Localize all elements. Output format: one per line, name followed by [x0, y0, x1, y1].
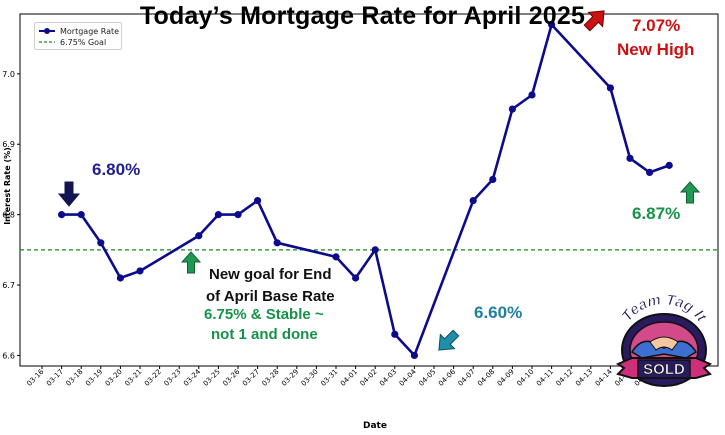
x-tick-label: 03-29 — [280, 368, 300, 388]
x-tick-label: 04-07 — [457, 368, 477, 388]
x-tick-label: 04-03 — [378, 368, 398, 388]
legend-goal-swatch — [39, 37, 55, 47]
data-point — [489, 175, 497, 184]
y-tick-label: 6.6 — [2, 351, 15, 360]
data-point — [352, 274, 360, 282]
high-rate-annotation: 7.07% — [632, 16, 681, 35]
x-tick-label: 04-06 — [437, 367, 457, 387]
y-tick-label: 6.8 — [2, 211, 15, 220]
data-point — [410, 351, 418, 360]
x-tick-label: 04-04 — [398, 367, 418, 387]
data-point — [508, 105, 516, 113]
arrow-red-icon — [583, 10, 605, 32]
stable-note-line1: 6.75% & Stable ~ — [204, 306, 324, 323]
legend-series-label: Mortgage Rate — [60, 26, 120, 36]
data-point — [58, 211, 66, 219]
x-tick-label: 03-24 — [182, 367, 202, 387]
goal-note-line2: of April Base Rate — [206, 288, 335, 305]
x-tick-label: 03-21 — [123, 368, 143, 388]
data-point — [116, 274, 124, 282]
legend-item-goal: 6.75% Goal — [39, 37, 106, 47]
data-point — [136, 267, 144, 275]
x-tick-label: 03-18 — [65, 368, 85, 388]
new-high-annotation: New High — [617, 40, 695, 59]
data-point — [273, 239, 281, 247]
x-tick-label: 03-20 — [104, 368, 124, 388]
data-point — [195, 232, 203, 240]
y-tick-label: 7.0 — [2, 70, 15, 79]
x-tick-label: 04-08 — [476, 368, 496, 388]
x-tick-label: 03-26 — [221, 367, 241, 387]
x-tick-label: 03-16 — [25, 367, 45, 387]
x-tick-label: 04-01 — [339, 368, 359, 388]
start-rate-annotation: 6.80% — [92, 160, 141, 179]
data-point — [626, 154, 634, 162]
x-tick-label: 03-27 — [241, 368, 261, 388]
data-point — [528, 91, 536, 99]
y-axis-ticks: 6.6 6.7 6.8 6.9 7.0 — [2, 70, 20, 360]
team-tag-it-sold-logo: SOLD Team Tag It — [612, 291, 716, 392]
data-point — [665, 161, 673, 169]
x-tick-label: 03-30 — [300, 368, 320, 388]
x-tick-label: 04-13 — [574, 368, 594, 388]
data-point — [606, 84, 615, 92]
y-tick-label: 6.9 — [2, 140, 15, 149]
badge-sold-text: SOLD — [643, 361, 685, 378]
x-tick-label: 04-10 — [515, 368, 535, 388]
data-point — [214, 211, 222, 219]
legend-series-swatch — [39, 26, 55, 36]
y-axis-label: Interest Rate (%) — [3, 147, 12, 225]
x-tick-label: 03-31 — [319, 368, 339, 388]
data-point — [548, 20, 556, 29]
x-tick-label: 03-19 — [84, 368, 104, 388]
x-axis-label: Date — [363, 421, 387, 431]
x-tick-label: 03-25 — [202, 368, 222, 388]
arrow-up-icon — [679, 181, 701, 204]
low-rate-annotation: 6.60% — [474, 303, 523, 322]
x-tick-label: 04-12 — [555, 368, 575, 388]
plot-border — [19, 13, 719, 367]
legend-goal-label: 6.75% Goal — [60, 37, 107, 47]
x-tick-label: 03-17 — [45, 368, 65, 388]
y-tick-label: 6.7 — [2, 281, 15, 290]
arrow-up-icon — [180, 251, 202, 274]
x-tick-label: 03-22 — [143, 368, 163, 388]
series-layer — [58, 20, 673, 360]
data-point — [77, 211, 85, 219]
x-tick-label: 04-05 — [417, 368, 437, 388]
x-tick-label: 04-09 — [496, 368, 516, 388]
data-point — [234, 211, 242, 219]
x-tick-label: 03-28 — [261, 368, 281, 388]
data-point — [391, 330, 399, 338]
x-tick-label: 04-02 — [359, 368, 379, 388]
latest-rate-annotation: 6.87% — [632, 204, 681, 223]
goal-note-line1: New goal for End — [209, 266, 332, 283]
data-point — [254, 196, 262, 205]
stable-note-line2: not 1 and done — [211, 326, 318, 343]
arrow-teal-icon — [438, 329, 460, 351]
plot-frame — [19, 13, 719, 367]
x-tick-label: 03-23 — [163, 368, 183, 388]
data-point — [332, 253, 340, 261]
chart-title: Today’s Mortgage Rate for April 2025 — [139, 2, 586, 30]
data-point — [469, 196, 477, 205]
data-point — [97, 239, 105, 247]
data-point — [646, 168, 654, 176]
x-tick-label: 04-11 — [535, 368, 555, 388]
data-point — [371, 246, 379, 254]
series-line — [61, 23, 670, 357]
arrow-down-icon — [57, 181, 81, 207]
x-axis-ticks: 03-16 03-17 03-18 03-19 03-20 03-21 03-22 03-23… — [25, 366, 692, 388]
legend-item-series: Mortgage Rate — [39, 26, 119, 36]
chart-legend: Mortgage Rate 6.75% Goal — [34, 22, 122, 50]
